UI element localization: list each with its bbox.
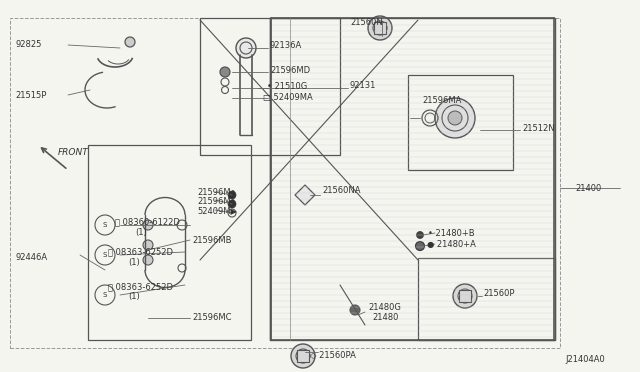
Circle shape [143, 220, 153, 230]
Text: • 21480+B: • 21480+B [428, 228, 475, 237]
Polygon shape [295, 185, 315, 205]
Circle shape [417, 231, 424, 238]
Text: 21596MD: 21596MD [270, 65, 310, 74]
Text: (1): (1) [128, 292, 140, 301]
Text: 21596M•: 21596M• [197, 196, 236, 205]
Bar [374, 22, 386, 34]
Text: 21560NA: 21560NA [322, 186, 360, 195]
Text: ◇ 21560PA: ◇ 21560PA [310, 350, 356, 359]
Bar [88, 145, 251, 340]
Circle shape [453, 284, 477, 308]
Circle shape [448, 111, 462, 125]
Text: 21596MA: 21596MA [422, 96, 461, 105]
Circle shape [220, 67, 230, 77]
Text: 21560N: 21560N [350, 17, 383, 26]
Text: 21480G: 21480G [368, 302, 401, 311]
Text: J21404A0: J21404A0 [565, 356, 605, 365]
Circle shape [415, 241, 424, 250]
Circle shape [228, 200, 236, 208]
Text: (1): (1) [135, 228, 147, 237]
Circle shape [143, 240, 153, 250]
Text: 21596M•: 21596M• [197, 187, 236, 196]
Text: 92825: 92825 [15, 39, 42, 48]
Text: S: S [103, 292, 107, 298]
Bar [10, 18, 560, 348]
Text: □ 52409MA: □ 52409MA [263, 93, 313, 102]
Text: Ⓢ 08360-6122D: Ⓢ 08360-6122D [115, 218, 180, 227]
Text: 92136A: 92136A [270, 41, 302, 49]
Bar [408, 75, 513, 170]
Circle shape [125, 37, 135, 47]
Circle shape [143, 255, 153, 265]
Text: S: S [103, 252, 107, 258]
Text: 21512N: 21512N [522, 124, 555, 132]
Bar [297, 350, 309, 362]
Text: Ⓢ 08363-6252D: Ⓢ 08363-6252D [108, 282, 173, 292]
Bar [270, 18, 555, 340]
Text: 21515P: 21515P [15, 90, 46, 99]
Text: 21596MB: 21596MB [192, 235, 232, 244]
Circle shape [368, 16, 392, 40]
Text: ● 21480+A: ● 21480+A [427, 240, 476, 248]
Circle shape [236, 38, 256, 58]
Circle shape [350, 305, 360, 315]
Text: FRONT: FRONT [58, 148, 89, 157]
Text: (1): (1) [128, 257, 140, 266]
Text: 52409M▶: 52409M▶ [197, 206, 237, 215]
Bar [459, 290, 471, 302]
Text: 21400: 21400 [575, 183, 601, 192]
Text: Ⓢ 08363-6252D: Ⓢ 08363-6252D [108, 247, 173, 257]
Text: 21560P: 21560P [483, 289, 515, 298]
Bar [200, 18, 340, 155]
Text: • 21510G: • 21510G [267, 81, 307, 90]
Text: 21480: 21480 [372, 314, 398, 323]
Circle shape [435, 98, 475, 138]
Text: 92131: 92131 [350, 80, 376, 90]
Circle shape [228, 191, 236, 199]
Bar [418, 258, 555, 340]
Text: 21596MC: 21596MC [192, 314, 232, 323]
Circle shape [291, 344, 315, 368]
Text: S: S [103, 222, 107, 228]
Text: 92446A: 92446A [15, 253, 47, 263]
